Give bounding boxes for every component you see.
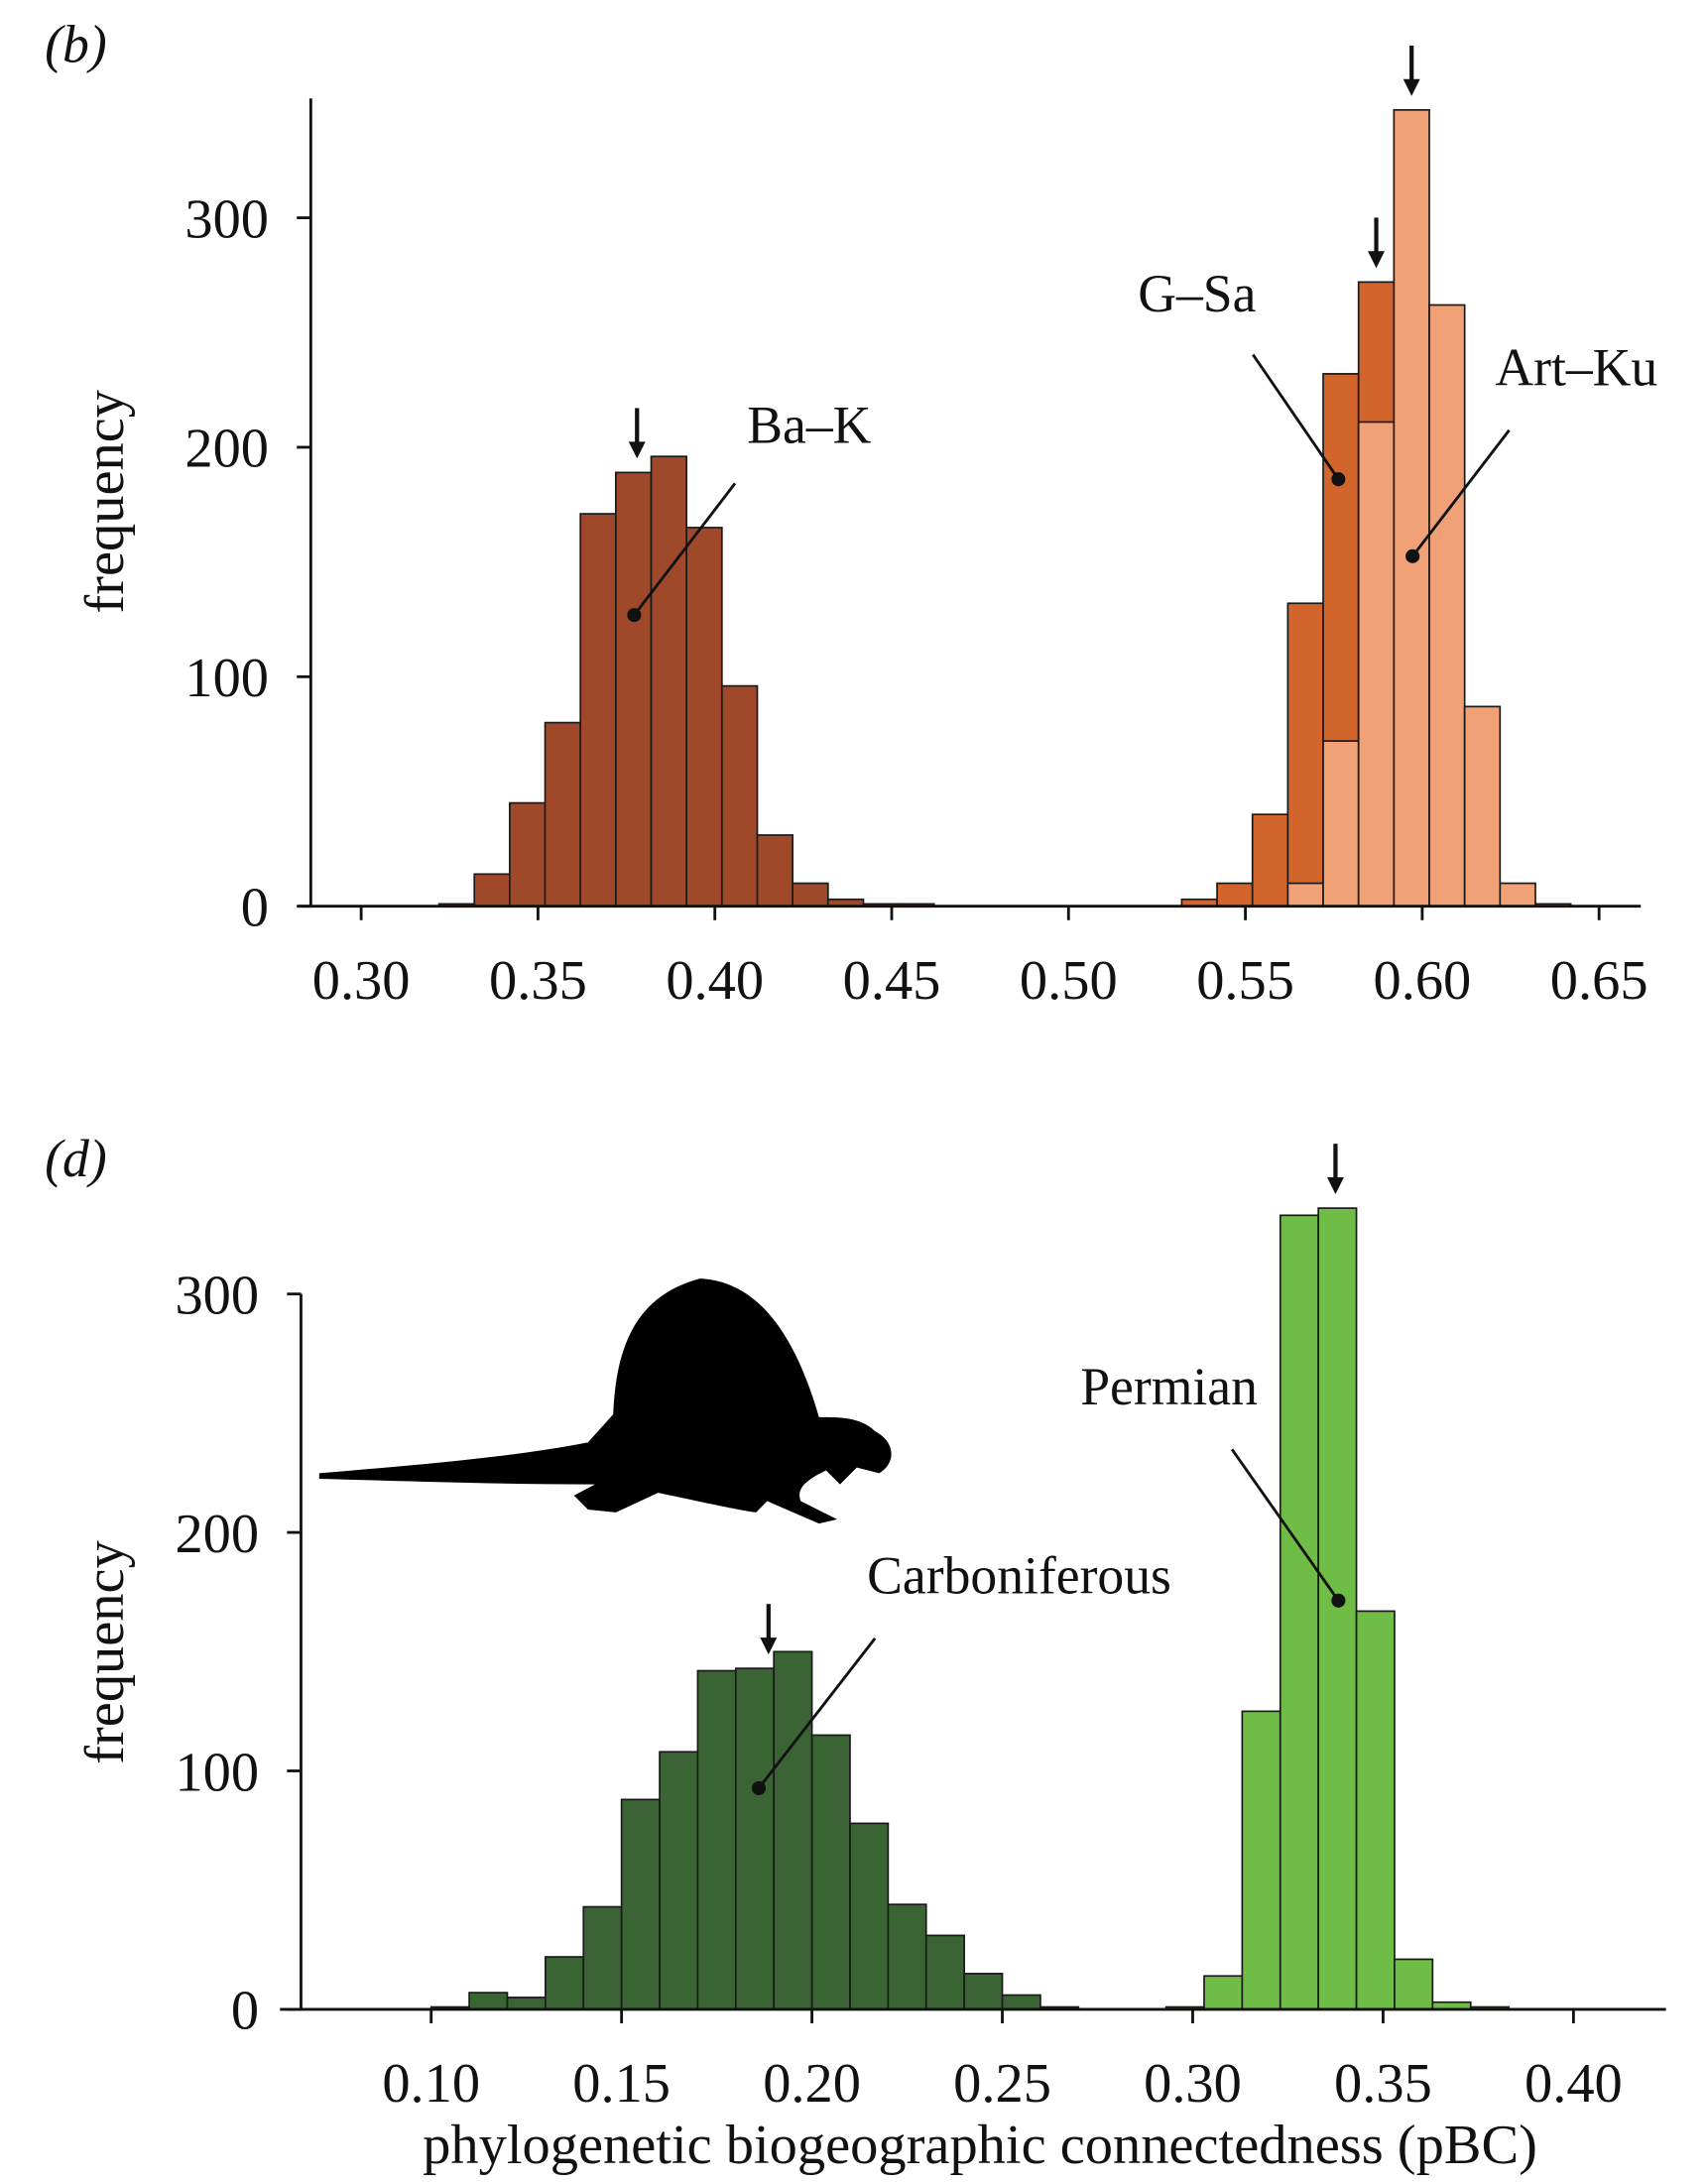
histogram-bar: [849, 1822, 890, 2010]
x-tick-label: 0.45: [843, 950, 941, 1012]
x-axis-label: phylogenetic biogeographic connectedness…: [423, 2115, 1537, 2176]
histogram-bar: [506, 1997, 547, 2010]
x-tick-label: 0.35: [489, 950, 587, 1012]
histogram-bar: [696, 1669, 737, 2010]
histogram-bar: [963, 1973, 1004, 2010]
x-tick-label: 0.25: [953, 2053, 1051, 2115]
histogram-bar: [756, 834, 793, 908]
histogram-bar: [810, 1734, 851, 2010]
y-tick-label: 100: [175, 1742, 259, 1803]
series-label: Carboniferous: [867, 1546, 1171, 1606]
histogram-bar: [1286, 882, 1324, 908]
mean-arrow: [1326, 1144, 1344, 1194]
x-tick-label: 0.65: [1550, 950, 1648, 1012]
series-label: G–Sa: [1138, 264, 1256, 323]
x-tick-label: 0.30: [312, 950, 411, 1012]
x-tick-label: 0.55: [1196, 950, 1294, 1012]
histogram-bar: [1241, 1710, 1281, 2010]
series-label: Ba–K: [747, 395, 871, 454]
y-tick-label: 0: [241, 877, 269, 938]
mean-arrow-head: [1326, 1177, 1344, 1194]
leader-line: [633, 482, 737, 616]
mean-arrow: [628, 408, 646, 459]
histogram-bar: [773, 1650, 813, 2010]
histogram-bar: [1251, 813, 1289, 908]
histogram-bar: [720, 684, 759, 908]
histogram-bar: [544, 721, 582, 908]
histogram-bar: [1357, 421, 1396, 908]
leader-line: [1411, 428, 1511, 557]
histogram-bar: [468, 1992, 509, 2010]
y-tick-label: 300: [175, 1265, 259, 1326]
histogram-bar: [620, 1798, 661, 2010]
leader-line: [757, 1637, 877, 1789]
histogram-bar: [1317, 1207, 1358, 2010]
y-tick-label: 100: [184, 648, 269, 709]
x-tick-label: 0.40: [1525, 2053, 1623, 2115]
leader-dot: [627, 608, 642, 623]
histogram-bar: [1355, 1610, 1396, 2010]
x-tick-label: 0.30: [1144, 2053, 1242, 2115]
series-label: Art–Ku: [1495, 338, 1657, 398]
histogram-bar: [1279, 1214, 1320, 2010]
histogram-bar: [1393, 108, 1430, 908]
histogram-bar: [509, 801, 547, 908]
histogram-bar: [1394, 1958, 1434, 2010]
series-label: Permian: [1080, 1357, 1258, 1416]
mean-arrow: [1368, 217, 1385, 269]
mean-arrow: [1403, 45, 1420, 96]
histogram-bar: [1428, 303, 1466, 908]
histogram-bar: [1203, 1975, 1244, 2010]
histogram-bar: [659, 1751, 699, 2010]
panel-label: (d): [45, 1129, 107, 1188]
histogram-bar: [615, 471, 653, 908]
y-tick-label: 300: [184, 188, 269, 250]
mean-arrow-head: [1403, 78, 1420, 96]
mean-arrow-head: [628, 441, 646, 459]
leader-line: [1230, 1448, 1340, 1602]
histogram-bar: [1001, 1994, 1041, 2010]
histogram-bar: [579, 513, 617, 908]
y-tick-label: 0: [231, 1981, 259, 2042]
histogram-bar: [473, 873, 511, 908]
x-tick-label: 0.40: [666, 950, 764, 1012]
leader-line: [1252, 353, 1340, 480]
x-tick-label: 0.10: [382, 2053, 480, 2115]
leader-dot: [1331, 1593, 1346, 1608]
leader-dot: [751, 1780, 767, 1795]
histogram-bar: [650, 455, 688, 908]
y-tick-label: 200: [184, 419, 269, 480]
histogram-bar: [887, 1903, 927, 2010]
histogram-bar: [582, 1905, 623, 2010]
y-axis-label: frequency: [74, 1540, 136, 1764]
panel-label: (b): [45, 15, 107, 74]
mean-arrow-head: [1368, 251, 1385, 269]
leader-dot: [1331, 472, 1346, 487]
x-tick-label: 0.60: [1373, 950, 1471, 1012]
x-tick-label: 0.35: [1334, 2053, 1432, 2115]
histogram-bar: [792, 882, 829, 908]
histogram-bar: [924, 1934, 965, 2010]
histogram-bar: [1216, 882, 1254, 908]
x-tick-label: 0.20: [763, 2053, 861, 2115]
y-axis-label: frequency: [74, 390, 136, 614]
histogram-bar: [1463, 705, 1502, 908]
leader-dot: [1405, 548, 1420, 563]
histogram-bar: [734, 1667, 776, 2010]
histogram-bar: [545, 1956, 585, 2010]
dimetrodon-silhouette: [318, 1278, 892, 1524]
mean-arrow-head: [760, 1637, 778, 1655]
x-tick-label: 0.15: [572, 2053, 671, 2115]
histogram-bar: [685, 527, 723, 908]
histogram-bar: [1499, 882, 1536, 908]
x-tick-label: 0.50: [1020, 950, 1118, 1012]
histogram-bar: [1286, 602, 1324, 908]
mean-arrow: [760, 1604, 778, 1655]
y-tick-label: 200: [175, 1504, 259, 1565]
histogram-bar: [1322, 740, 1360, 908]
